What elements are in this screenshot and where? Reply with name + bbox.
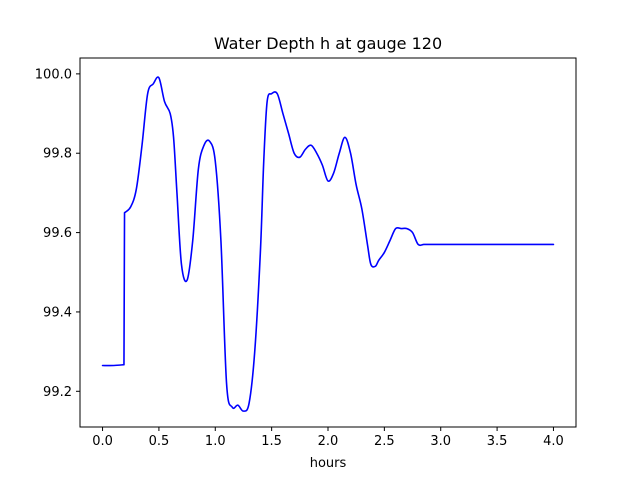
x-tick-label: 3.5 <box>487 434 508 449</box>
y-tick-label: 100.0 <box>35 67 72 82</box>
x-axis-label: hours <box>310 456 347 471</box>
x-tick-label: 1.0 <box>205 434 226 449</box>
x-tick-label: 2.0 <box>318 434 339 449</box>
plot-frame <box>79 57 577 428</box>
x-tick-label: 0.5 <box>149 434 170 449</box>
x-tick-label: 1.5 <box>261 434 282 449</box>
y-axis: 99.2 99.4 99.6 99.8 100.0 <box>35 67 80 400</box>
x-tick-label: 2.5 <box>374 434 395 449</box>
series-line-0 <box>101 76 555 412</box>
y-tick-label: 99.6 <box>43 226 72 241</box>
x-axis: 0.0 0.5 1.0 1.5 2.0 2.5 3.0 3.5 4.0 <box>92 427 564 449</box>
x-tick-label: 4.0 <box>543 434 564 449</box>
chart-title: Water Depth h at gauge 120 <box>214 34 442 53</box>
y-tick-label: 99.2 <box>43 385 72 400</box>
x-tick-label: 0.0 <box>92 434 113 449</box>
x-tick-label: 3.0 <box>430 434 451 449</box>
plot-area <box>79 57 577 428</box>
y-tick-label: 99.8 <box>43 147 72 162</box>
y-tick-label: 99.4 <box>43 305 72 320</box>
